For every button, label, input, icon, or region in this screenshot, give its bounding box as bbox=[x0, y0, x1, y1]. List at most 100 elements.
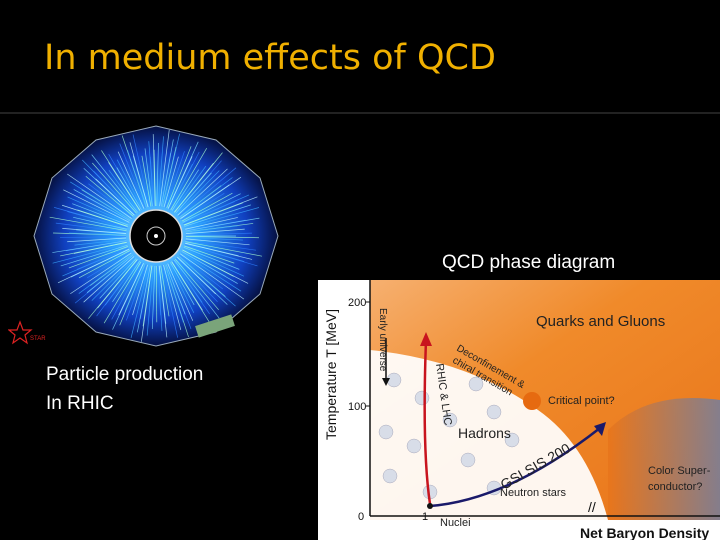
particle-track bbox=[144, 148, 153, 207]
particle-track bbox=[54, 207, 128, 229]
particle-track bbox=[78, 253, 133, 294]
particle-track bbox=[185, 217, 260, 232]
particle-track bbox=[78, 250, 130, 279]
particle-track bbox=[157, 265, 161, 316]
particle-track bbox=[185, 241, 263, 257]
particle-track bbox=[60, 244, 128, 267]
y-tick-0: 0 bbox=[358, 511, 364, 523]
particle-track bbox=[178, 255, 236, 307]
particle-track bbox=[180, 176, 242, 219]
particle-track bbox=[181, 192, 233, 222]
particle-track bbox=[176, 257, 218, 302]
particle-track bbox=[185, 239, 257, 251]
particle-track bbox=[184, 204, 251, 227]
particle-track bbox=[155, 265, 158, 323]
particle-track bbox=[170, 262, 195, 306]
x-axis-label: Net Baryon Density bbox=[580, 525, 709, 540]
star-logo: STAR bbox=[8, 320, 46, 345]
particle-track bbox=[88, 259, 138, 319]
qgp-label: Quarks and Gluons bbox=[536, 313, 665, 330]
particle-tracks bbox=[49, 129, 263, 342]
particle-track bbox=[96, 260, 139, 317]
gsi-arrow bbox=[429, 427, 601, 508]
particle-track bbox=[160, 139, 174, 207]
particle-track bbox=[176, 170, 220, 215]
particle-track bbox=[126, 264, 147, 321]
particle-track bbox=[73, 189, 131, 222]
particle-track bbox=[179, 253, 245, 300]
particle-track bbox=[142, 265, 153, 327]
particle-track bbox=[108, 169, 140, 212]
rhic-lhc-arrow bbox=[423, 339, 432, 505]
particle-track bbox=[70, 181, 131, 221]
particle-track bbox=[170, 147, 208, 211]
particle-track bbox=[172, 165, 207, 212]
svg-text:STAR: STAR bbox=[30, 336, 46, 342]
slide-title: In medium effects of QCD bbox=[44, 38, 496, 78]
color-superconductor-label-line1: Color Super- bbox=[648, 465, 711, 477]
color-superconductor-label-line2: conductor? bbox=[648, 481, 702, 493]
particle-track bbox=[88, 183, 133, 218]
particle-track bbox=[179, 254, 224, 290]
color-superconductor-region bbox=[608, 398, 720, 520]
particle-track bbox=[62, 228, 127, 234]
left-caption-line2: In RHIC bbox=[46, 393, 114, 414]
particle-track bbox=[166, 146, 192, 209]
particle-track bbox=[185, 228, 245, 234]
particle-track bbox=[182, 249, 234, 277]
particle-track bbox=[185, 238, 250, 246]
particle-track bbox=[76, 247, 129, 270]
particle-track bbox=[183, 201, 235, 225]
particle-track bbox=[72, 203, 129, 226]
particle-track bbox=[158, 265, 168, 338]
particle-track bbox=[67, 237, 127, 243]
particle-track bbox=[174, 258, 219, 311]
particle-track bbox=[52, 243, 128, 264]
particle-track bbox=[103, 261, 142, 324]
particle-track bbox=[185, 232, 252, 236]
particle-track bbox=[168, 262, 195, 313]
left-caption-line1: Particle production bbox=[46, 364, 204, 385]
particle-track bbox=[68, 246, 129, 269]
particle-track bbox=[69, 232, 127, 236]
particle-track bbox=[137, 265, 151, 333]
axis-break-mark: // bbox=[588, 499, 596, 515]
particle-track bbox=[184, 244, 258, 267]
particle-track bbox=[63, 189, 130, 223]
particle-track bbox=[163, 156, 179, 208]
particle-track bbox=[162, 133, 180, 207]
particle-track bbox=[85, 175, 134, 217]
particle-track bbox=[173, 259, 220, 319]
particle-track bbox=[77, 209, 128, 227]
particle-track bbox=[171, 261, 210, 323]
particle-track bbox=[111, 262, 143, 320]
y-tick-100: 100 bbox=[348, 401, 366, 413]
particle-track bbox=[183, 202, 243, 226]
particle-track bbox=[185, 225, 238, 233]
y-tick-200: 200 bbox=[348, 297, 366, 309]
particle-track bbox=[70, 252, 132, 295]
particle-track bbox=[180, 252, 242, 292]
particle-track bbox=[165, 264, 186, 315]
particle-track bbox=[117, 151, 145, 209]
particle-track bbox=[177, 256, 216, 295]
particle-track bbox=[181, 251, 238, 284]
qcd-phase-diagram: Temperature T [MeV] 200 100 0 1 Net Bary… bbox=[318, 280, 720, 540]
particle-track bbox=[91, 257, 136, 301]
particle-track bbox=[183, 247, 240, 270]
particle-track bbox=[118, 263, 144, 316]
neutron-stars-label: Neutron stars bbox=[500, 487, 567, 499]
particle-track bbox=[164, 264, 184, 323]
particle-track bbox=[172, 260, 210, 315]
particle-track bbox=[67, 173, 132, 219]
early-universe-label: Early universe bbox=[377, 308, 388, 372]
particle-track bbox=[95, 178, 135, 216]
particle-track bbox=[57, 248, 130, 284]
particle-track bbox=[83, 256, 135, 303]
particle-track bbox=[112, 260, 140, 302]
particle-track bbox=[150, 156, 155, 207]
nuclei-point bbox=[427, 503, 433, 509]
particle-track bbox=[73, 216, 127, 230]
particle-track bbox=[182, 193, 241, 223]
y-axis-label: Temperature T [MeV] bbox=[323, 309, 339, 440]
